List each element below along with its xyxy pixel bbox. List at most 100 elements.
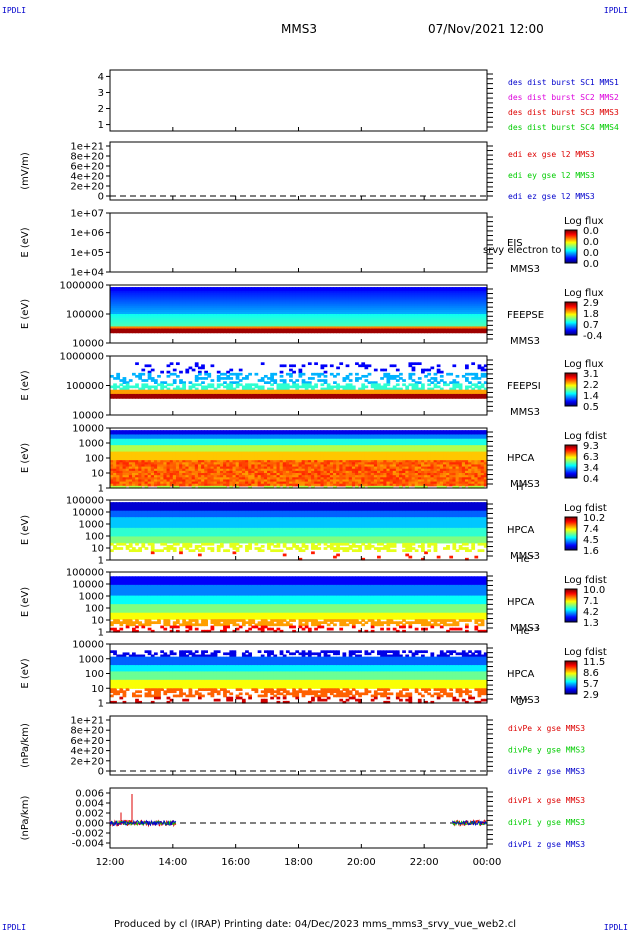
spectrogram-cell: [358, 289, 362, 292]
spectrogram-cell: [223, 391, 227, 395]
spectrogram-cell: [342, 307, 347, 311]
spectrogram-cell: [235, 460, 240, 463]
spectrogram-cell: [282, 303, 287, 307]
spectrogram-cell: [307, 305, 312, 309]
spectrogram-cell: [210, 393, 215, 397]
spectrogram-cell: [163, 483, 168, 487]
spectrogram-cell: [336, 299, 340, 303]
spectrogram-cell: [270, 374, 274, 378]
spectrogram-cell: [213, 466, 218, 470]
spectrogram-cell: [138, 477, 143, 481]
spectrogram-cell: [348, 293, 353, 296]
spectrogram-cell: [213, 455, 218, 459]
spectrogram-cell: [157, 451, 161, 455]
spectrogram-cell: [380, 387, 384, 391]
colorbar-swatch: [565, 303, 577, 305]
spectrogram-cell: [197, 481, 202, 485]
spectrogram-cell: [263, 299, 268, 303]
spectrogram-cell: [430, 303, 435, 307]
spectrogram-cell: [182, 314, 186, 317]
spectrogram-cell: [411, 362, 416, 366]
spectrogram-cell: [150, 326, 155, 330]
spectrogram-cell: [128, 436, 133, 440]
spectrogram-cell: [185, 483, 190, 487]
spectrogram-cell: [465, 303, 469, 307]
spectrogram-cell: [411, 301, 416, 305]
colorbar-swatch: [565, 235, 577, 238]
spectrogram-cell: [383, 314, 388, 317]
spectrogram-cell: [427, 287, 432, 290]
spectrogram-cell: [263, 305, 268, 309]
spectrogram-cell: [480, 309, 485, 313]
spectrogram-cell: [116, 287, 121, 290]
spectrogram-cell: [333, 293, 337, 296]
spectrogram-cell: [276, 396, 281, 399]
spectrogram-cell: [386, 391, 391, 395]
spectrogram-cell: [219, 458, 224, 461]
spectrogram-cell: [226, 438, 230, 442]
spectrogram-cell: [241, 305, 246, 309]
spectrogram-cell: [210, 479, 215, 483]
spectrogram-cell: [477, 364, 482, 368]
spectrogram-cell: [342, 289, 347, 292]
spectrogram-cell: [197, 473, 202, 476]
spectrogram-cell: [267, 289, 271, 292]
spectrogram-cell: [377, 330, 381, 334]
colorbar-swatch: [565, 241, 577, 243]
spectrogram-cell: [323, 289, 328, 292]
spectrogram-cell: [163, 299, 168, 303]
spectrogram-cell: [122, 299, 127, 303]
spectrogram-cell: [232, 372, 237, 376]
spectrogram-cell: [323, 311, 328, 315]
spectrogram-cell: [257, 322, 262, 325]
spectrogram-cell: [314, 311, 318, 315]
spectrogram-cell: [449, 326, 454, 330]
spectrogram-cell: [163, 293, 168, 296]
spectrogram-cell: [119, 443, 124, 446]
spectrogram-cell: [141, 324, 146, 328]
spectrogram-cell: [188, 473, 193, 476]
spectrogram-cell: [179, 438, 183, 442]
spectrogram-cell: [329, 307, 334, 311]
spectrogram-cell: [480, 303, 485, 307]
spectrogram-cell: [367, 309, 372, 313]
spectrogram-cell: [301, 322, 306, 325]
y-tick-label: 8e+20: [70, 152, 104, 163]
spectrogram-cell: [285, 324, 290, 328]
spectrogram-cell: [125, 297, 130, 301]
spectrogram-cell: [392, 326, 397, 330]
spectrogram-cell: [201, 299, 205, 303]
spectrogram-cell: [191, 318, 196, 321]
spectrogram-cell: [480, 316, 485, 319]
spectrogram-cell: [307, 299, 312, 303]
spectrogram-cell: [194, 473, 199, 476]
spectrogram-cell: [235, 434, 240, 438]
spectrogram-cell: [380, 311, 384, 315]
colorbar-swatch: [565, 246, 577, 249]
spectrogram-cell: [260, 320, 265, 323]
spectrogram-cell: [373, 311, 378, 315]
spectrogram-cell: [392, 322, 397, 325]
spectrogram-cell: [386, 287, 391, 290]
spectrogram-cell: [185, 477, 190, 481]
spectrogram-cell: [172, 445, 177, 448]
spectrogram-cell: [150, 483, 155, 487]
spectrogram-cell: [116, 389, 121, 393]
spectrogram-cell: [232, 396, 237, 399]
spectrogram-cell: [402, 309, 406, 313]
spectrogram-cell: [471, 297, 476, 301]
spectrogram-cell: [138, 320, 143, 323]
spectrogram-cell: [153, 316, 158, 319]
spectrogram-cell: [329, 291, 334, 294]
spectrogram-cell: [238, 318, 243, 321]
spectrogram-cell: [483, 309, 488, 313]
spectrogram-cell: [465, 287, 469, 290]
spectrogram-cell: [323, 387, 328, 391]
spectrogram-cell: [483, 287, 488, 290]
spectrogram-cell: [182, 287, 186, 290]
spectrogram-cell: [166, 309, 171, 313]
spectrogram-cell: [160, 464, 165, 468]
spectrogram-cell: [367, 389, 372, 393]
spectrogram-cell: [216, 393, 221, 397]
spectrogram-cell: [157, 309, 161, 313]
